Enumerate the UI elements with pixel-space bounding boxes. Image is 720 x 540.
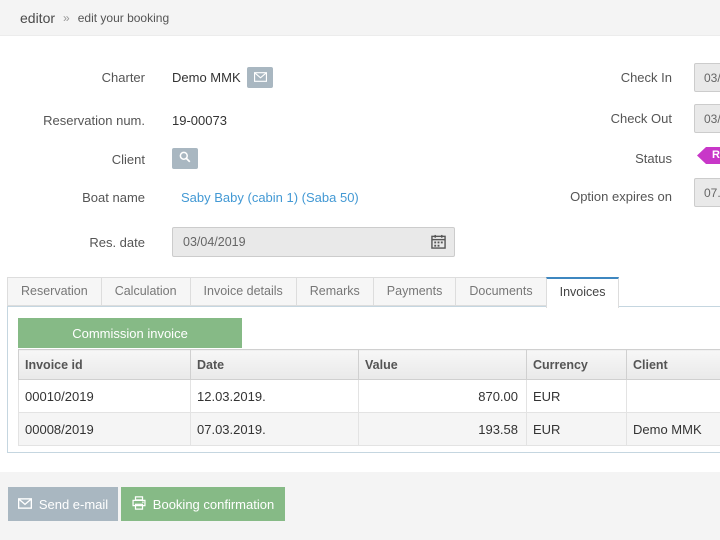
tab-documents[interactable]: Documents [455, 277, 546, 306]
invoice-id-cell: 00010/2019 [19, 380, 191, 413]
breadcrumb-section[interactable]: editor [20, 10, 55, 26]
invoice-client-cell: Demo MMK [627, 413, 720, 446]
commission-invoice-button[interactable]: Commission invoice [18, 318, 242, 348]
invoice-currency-cell: EUR [527, 413, 627, 446]
check-in-input[interactable] [694, 63, 720, 92]
booking-editor-window: editor » edit your booking Charter Demo … [0, 0, 720, 540]
booking-confirmation-button[interactable]: Booking confirmation [121, 487, 285, 521]
column-header-invoice-id: Invoice id [19, 350, 191, 380]
calendar-icon[interactable] [431, 234, 446, 254]
tab-payments[interactable]: Payments [373, 277, 457, 306]
invoices-header-row: Invoice id Date Value Currency Client [19, 350, 720, 380]
tab-reservation[interactable]: Reservation [7, 277, 102, 306]
invoices-panel: Commission invoice Invoice id Date Value… [7, 306, 720, 453]
column-header-client: Client [627, 350, 720, 380]
res-date-field [172, 227, 455, 257]
option-expires-input[interactable] [694, 178, 720, 207]
reservation-num-value: 19-00073 [172, 113, 227, 128]
tab-calculation[interactable]: Calculation [101, 277, 191, 306]
invoice-id-cell: 00008/2019 [19, 413, 191, 446]
search-icon [179, 151, 191, 166]
column-header-currency: Currency [527, 350, 627, 380]
invoices-table: Invoice id Date Value Currency Client 00… [18, 349, 720, 446]
column-header-value: Value [359, 350, 527, 380]
check-in-label: Check In [490, 70, 672, 85]
tab-invoice-details[interactable]: Invoice details [190, 277, 297, 306]
check-out-input[interactable] [694, 104, 720, 133]
envelope-icon [18, 497, 32, 512]
charter-email-button[interactable] [247, 67, 273, 88]
invoice-row[interactable]: 00010/2019 12.03.2019. 870.00 EUR [19, 380, 720, 413]
reservation-num-label: Reservation num. [0, 113, 145, 128]
invoice-currency-cell: EUR [527, 380, 627, 413]
option-expires-label: Option expires on [490, 189, 672, 204]
breadcrumb: editor » edit your booking [0, 0, 720, 36]
client-label: Client [0, 152, 145, 167]
invoice-client-cell [627, 380, 720, 413]
envelope-icon [254, 70, 267, 85]
invoice-value-cell: 193.58 [359, 413, 527, 446]
footer-action-bar: Send e-mail Booking confirmation [0, 472, 720, 540]
send-email-label: Send e-mail [39, 497, 108, 512]
invoice-value-cell: 870.00 [359, 380, 527, 413]
booking-tabs: Reservation Calculation Invoice details … [7, 277, 618, 306]
res-date-label: Res. date [0, 235, 145, 250]
breadcrumb-page: edit your booking [78, 11, 169, 25]
breadcrumb-separator: » [63, 11, 70, 25]
booking-confirmation-label: Booking confirmation [153, 497, 274, 512]
send-email-button[interactable]: Send e-mail [8, 487, 118, 521]
tab-invoices[interactable]: Invoices [546, 277, 620, 308]
printer-icon [132, 496, 146, 513]
charter-label: Charter [0, 70, 145, 85]
boat-name-link[interactable]: Saby Baby (cabin 1) (Saba 50) [181, 190, 359, 205]
invoice-date-cell: 12.03.2019. [191, 380, 359, 413]
invoice-row[interactable]: 00008/2019 07.03.2019. 193.58 EUR Demo M… [19, 413, 720, 446]
client-search-button[interactable] [172, 148, 198, 169]
check-out-label: Check Out [490, 111, 672, 126]
status-label: Status [490, 151, 672, 166]
status-badge: Res [697, 147, 720, 164]
res-date-input[interactable] [172, 227, 455, 257]
charter-value: Demo MMK [172, 70, 241, 85]
invoice-date-cell: 07.03.2019. [191, 413, 359, 446]
boat-name-label: Boat name [0, 190, 145, 205]
tab-remarks[interactable]: Remarks [296, 277, 374, 306]
column-header-date: Date [191, 350, 359, 380]
